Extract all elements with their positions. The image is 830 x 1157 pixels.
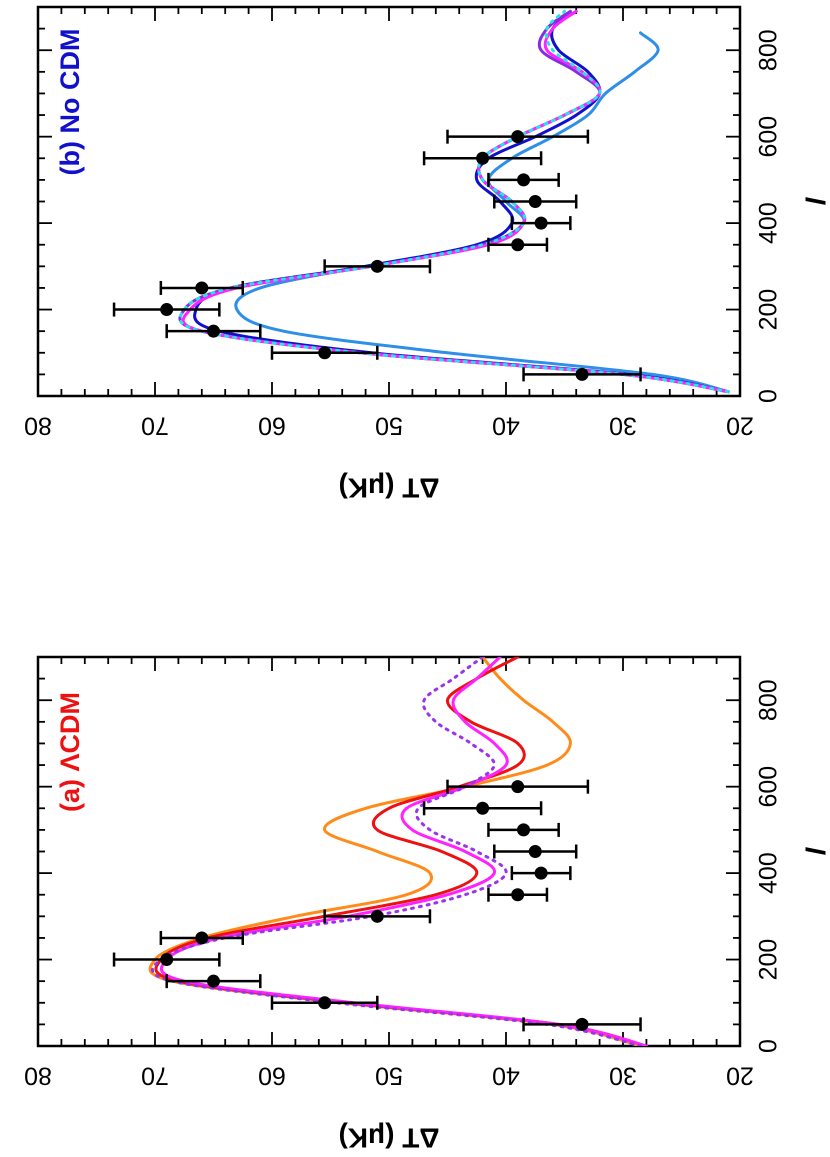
- l-tick-label: 200: [755, 939, 783, 981]
- dt-tick-label: 20: [726, 411, 754, 439]
- data-point: [528, 195, 542, 208]
- panel-label: (a) ΛCDM: [55, 692, 85, 812]
- data-point: [511, 888, 525, 902]
- data-point: [511, 238, 525, 252]
- l-tick-label: 600: [755, 116, 783, 158]
- series-line-magenta: [181, 9, 730, 394]
- series-line-cyan-dotted: [178, 9, 730, 394]
- plot-frame: [36, 655, 742, 1048]
- model-curves: [148, 657, 648, 1046]
- dt-tick-label: 70: [141, 411, 169, 439]
- series-line-blue: [193, 9, 730, 394]
- data-point: [207, 324, 220, 338]
- l-tick-label: 400: [755, 852, 783, 894]
- dt-tick-label: 50: [375, 411, 403, 439]
- data-point: [476, 151, 490, 165]
- dt-tick-label: 50: [375, 1061, 403, 1089]
- series-line-magenta: [159, 657, 648, 1046]
- data-point: [160, 953, 174, 967]
- data-point: [534, 216, 548, 230]
- data-point: [207, 974, 220, 988]
- l-tick-label: 600: [755, 766, 783, 808]
- data-point: [318, 346, 332, 360]
- panel-label-index: (b): [55, 134, 85, 176]
- data-point: [534, 866, 548, 880]
- x-axis-label: l: [800, 846, 830, 855]
- series-line-lightblue: [234, 31, 730, 394]
- data-point: [318, 996, 332, 1010]
- panel-label: (b) No CDM: [55, 29, 85, 176]
- data-points: [112, 779, 642, 1032]
- l-tick-label: 400: [755, 202, 783, 244]
- data-point: [575, 1017, 589, 1031]
- dt-tick-label: 40: [492, 1061, 520, 1089]
- dt-tick-label: 70: [141, 1061, 169, 1089]
- series-line-purple: [178, 9, 730, 394]
- l-tick-label: 0: [755, 389, 783, 403]
- data-point: [370, 909, 384, 923]
- data-point: [195, 931, 209, 945]
- data-point: [575, 367, 589, 381]
- dt-tick-label: 80: [24, 1061, 52, 1089]
- l-tick-label: 800: [755, 29, 783, 71]
- model-curves: [178, 9, 730, 394]
- dt-tick-label: 20: [726, 1061, 754, 1089]
- dt-tick-label: 40: [492, 411, 520, 439]
- dt-tick-label: 30: [609, 1061, 637, 1089]
- dt-tick-label: 30: [609, 411, 637, 439]
- data-point: [511, 130, 525, 144]
- data-point: [528, 845, 542, 858]
- data-point: [511, 780, 525, 794]
- dt-tick-label: 60: [258, 411, 286, 439]
- panel-label-model: ΛCDM: [55, 692, 85, 772]
- l-tick-label: 200: [755, 289, 783, 331]
- l-tick-label: 0: [755, 1039, 783, 1053]
- data-point: [517, 173, 531, 187]
- data-point: [160, 303, 174, 317]
- y-axis-label: ΔT (μK): [338, 1123, 439, 1154]
- panel-label-index: (a): [55, 772, 85, 813]
- data-point: [195, 281, 209, 295]
- data-point: [517, 823, 531, 837]
- data-point: [476, 801, 490, 815]
- l-tick-label: 800: [755, 679, 783, 721]
- x-axis-label: l: [800, 196, 830, 205]
- plot-frame: [36, 5, 742, 398]
- data-points: [112, 129, 642, 382]
- y-axis-label: ΔT (μK): [338, 473, 439, 504]
- dt-tick-label: 60: [258, 1061, 286, 1089]
- data-point: [370, 259, 384, 273]
- dt-tick-label: 80: [24, 411, 52, 439]
- series-line-purple-dotted: [150, 657, 642, 1046]
- panel-label-model: No CDM: [55, 29, 85, 134]
